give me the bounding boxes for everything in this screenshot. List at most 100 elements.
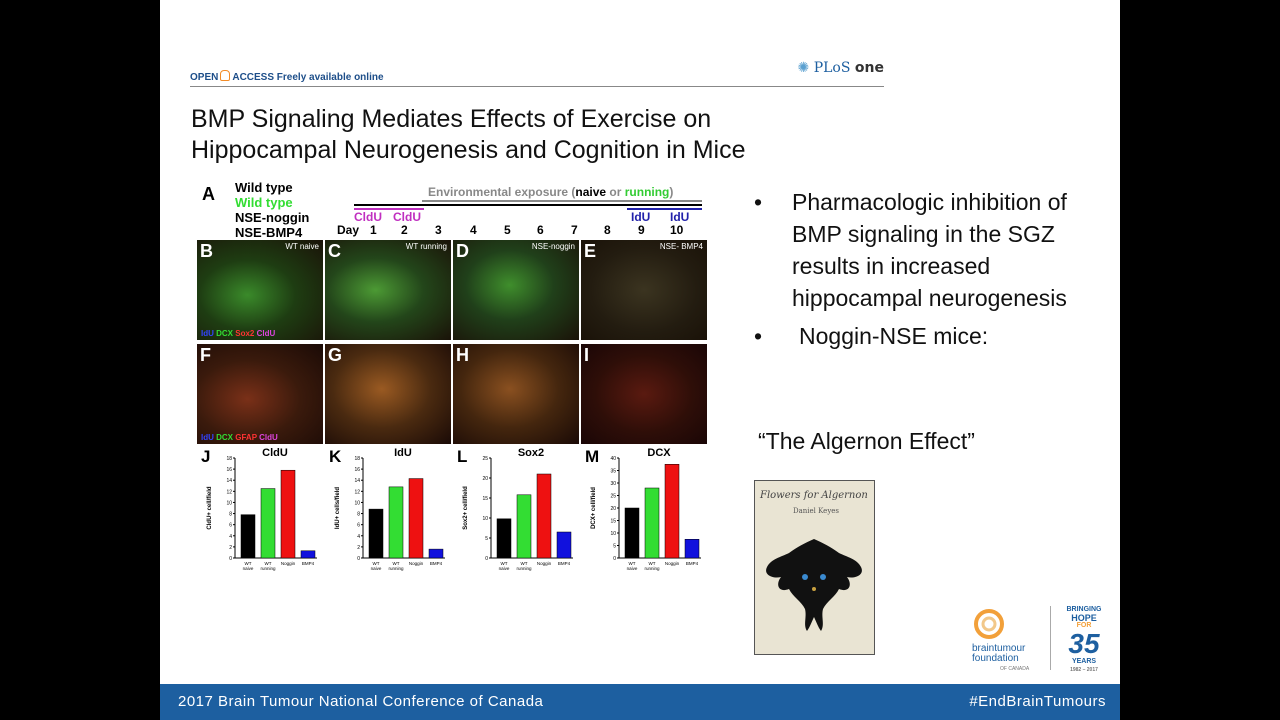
category-label: naive [243, 566, 254, 571]
category-label: Noggin [537, 561, 552, 566]
y-tick-label: 16 [226, 467, 232, 473]
category-label: WT [393, 561, 400, 566]
idu-label-2: IdU [670, 210, 690, 224]
category-label: running [260, 566, 276, 571]
y-tick-label: 0 [613, 556, 616, 562]
bar [644, 487, 660, 559]
micrograph-g: G [325, 344, 451, 444]
category-label: BMP4 [302, 561, 315, 566]
bar [536, 473, 552, 559]
bar-charts: J CldU 0 2 4 6 8 10 12 14 16 18 CldU+ cell/field WT na… [197, 446, 710, 586]
panel-letter: K [329, 447, 342, 466]
stain-legend: IdU DCX GFAP CldU [201, 433, 278, 442]
conference-name: 2017 Brain Tumour National Conference of… [178, 693, 544, 710]
y-tick-label: 0 [485, 556, 488, 562]
y-tick-label: 6 [229, 523, 232, 529]
category-label: naive [371, 566, 382, 571]
category-label: WT [245, 561, 252, 566]
genotype-legend: Wild type Wild type NSE-noggin NSE-BMP4 [235, 180, 309, 240]
legend-nse-noggin: NSE-noggin [235, 210, 310, 225]
algernon-quote: “The Algernon Effect” [758, 428, 975, 454]
exposure-line [422, 200, 702, 202]
panel-a-letter: A [202, 184, 215, 204]
bar [368, 508, 384, 559]
bullet-list: • Pharmacologic inhibition of BMP signali… [754, 186, 1094, 352]
micrograph-e: E NSE- BMP4 [581, 240, 707, 340]
panel-letter: J [201, 447, 210, 466]
y-tick-label: 14 [354, 478, 360, 484]
plos-one-logo: ✺ PLoS one [797, 60, 884, 76]
panel-letter: L [457, 447, 467, 466]
chart-title: Sox2 [518, 447, 544, 459]
micrograph-h: H [453, 344, 579, 444]
y-tick-label: 18 [354, 456, 360, 462]
category-label: BMP4 [430, 561, 443, 566]
y-axis-label: DCX+ cell/field [591, 487, 597, 529]
y-tick-label: 5 [613, 544, 616, 550]
bar [260, 488, 276, 559]
y-tick-label: 16 [354, 467, 360, 473]
timeline-line [354, 204, 702, 206]
category-label: WT [521, 561, 528, 566]
bar [388, 486, 404, 559]
category-label: WT [649, 561, 656, 566]
legend-wt-running: Wild type [235, 195, 293, 210]
cldu-label-2: CldU [393, 210, 421, 224]
micrograph-i: I [581, 344, 707, 444]
category-label: naive [499, 566, 510, 571]
hashtag: #EndBrainTumours [969, 693, 1106, 710]
panel-a-timeline: A Wild type Wild type NSE-noggin NSE-BMP… [197, 176, 710, 240]
micrograph-c: C WT running [325, 240, 451, 340]
y-tick-label: 10 [354, 500, 360, 506]
y-tick-label: 30 [610, 481, 616, 487]
y-axis-label: IdU+ cells/field [335, 487, 341, 530]
category-label: Noggin [281, 561, 296, 566]
cldu-line [354, 208, 424, 210]
y-tick-label: 15 [610, 519, 616, 525]
y-tick-label: 8 [229, 512, 232, 518]
y-tick-label: 10 [226, 500, 232, 506]
bar [280, 469, 296, 559]
slide-title: BMP Signaling Mediates Effects of Exerci… [191, 105, 746, 164]
y-tick-label: 8 [357, 512, 360, 518]
environmental-exposure-label: Environmental exposure (naive or running… [428, 185, 674, 199]
micrograph-d: D NSE-noggin [453, 240, 579, 340]
category-label: running [388, 566, 404, 571]
book-author: Daniel Keyes [793, 507, 840, 515]
y-tick-label: 10 [482, 516, 488, 522]
category-label: WT [373, 561, 380, 566]
y-tick-label: 0 [229, 556, 232, 562]
micrograph-b: B WT naive IdU DCX Sox2 CldU [197, 240, 323, 340]
y-tick-label: 12 [354, 489, 360, 495]
y-tick-label: 35 [610, 469, 616, 475]
bullet-item: • Noggin-NSE mice: [754, 323, 989, 349]
bar [684, 539, 700, 559]
y-axis-label: Sox2+ cell/field [463, 486, 469, 530]
bar [516, 494, 532, 559]
y-tick-label: 12 [226, 489, 232, 495]
y-tick-label: 25 [482, 456, 488, 462]
y-tick-label: 25 [610, 494, 616, 500]
panel-letter: M [585, 447, 599, 466]
paper-figure: A Wild type Wild type NSE-noggin NSE-BMP… [197, 176, 710, 586]
category-label: Noggin [409, 561, 424, 566]
category-label: WT [501, 561, 508, 566]
open-lock-icon [220, 70, 231, 81]
bar [624, 507, 640, 559]
open-access-label: OPEN ACCESS Freely available online [190, 70, 384, 83]
y-tick-label: 18 [226, 456, 232, 462]
y-tick-label: 2 [357, 545, 360, 551]
y-axis-label: CldU+ cell/field [207, 486, 213, 530]
slide: OPEN ACCESS Freely available online ✺ PLo… [160, 0, 1120, 720]
bar [300, 550, 316, 559]
category-label: naive [627, 566, 638, 571]
book-title: Flowers for Algernon [760, 490, 868, 501]
chart-title: IdU [394, 447, 412, 459]
y-tick-label: 40 [610, 456, 616, 462]
y-tick-label: 2 [229, 545, 232, 551]
category-label: BMP4 [558, 561, 571, 566]
footer-bar: 2017 Brain Tumour National Conference of… [160, 684, 1120, 720]
bullet-item: • Pharmacologic inhibition of BMP signali… [754, 189, 1067, 311]
